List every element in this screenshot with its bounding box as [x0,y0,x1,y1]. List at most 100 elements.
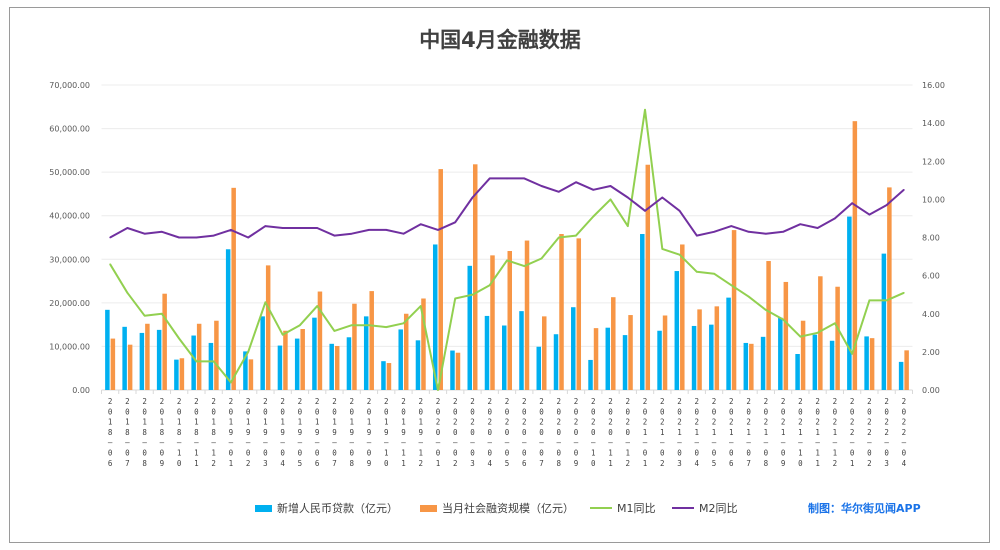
x-tick-label: 2 0 2 0–0 3 [470,397,475,468]
point-m2 [402,232,405,235]
bar-tsf [403,313,409,390]
bar-new-loans [398,329,403,390]
point-m1 [626,225,629,227]
y-left-tick-label: 20,000.00 [49,299,90,308]
x-tick-label: 2 0 2 0–0 2 [453,397,458,468]
point-m2 [471,196,474,199]
x-tick-label: 2 0 1 8–0 6 [108,397,113,468]
bar-new-loans [329,343,334,390]
bar-tsf [472,164,478,390]
bar-new-loans [812,334,818,390]
point-m2 [782,230,784,233]
legend-item-m1: M1同比 [590,500,656,516]
legend-label: M2同比 [699,502,738,515]
point-m2 [419,223,422,225]
bar-tsf [662,315,668,390]
x-tick-label: 2 0 1 9–1 0 [384,397,389,468]
point-m2 [316,227,318,229]
bar-tsf [645,164,651,390]
point-m2 [661,196,664,199]
x-tick-label: 2 0 1 8–0 7 [125,397,130,468]
point-m2 [385,229,388,231]
bar-new-loans [139,332,145,390]
point-m2 [713,230,715,233]
point-m1 [851,352,853,355]
y-right-tick-label: 8.00 [922,234,940,243]
bar-new-loans [381,361,386,390]
y-right-tick-label: 6.00 [922,272,940,281]
point-m2 [885,204,888,206]
bar-tsf [507,251,512,390]
point-m1 [299,324,301,326]
legend-label: 新增人民币贷款（亿元） [277,502,398,515]
bar-tsf [334,345,340,390]
point-m1 [523,265,526,267]
bar-new-loans [467,265,472,390]
legend-label: 当月社会融资规模（亿元） [442,502,574,515]
x-tick-label: 2 0 1 9–0 7 [332,397,337,468]
legend-label: M1同比 [617,502,656,515]
y-left-tick-label: 0.00 [72,386,90,395]
point-m1 [834,322,836,325]
point-m2 [765,232,767,235]
y-right-tick-label: 14.00 [922,119,945,128]
point-m1 [230,381,232,384]
y-right-tick-label: 0.00 [922,386,940,395]
legend-line [672,507,694,509]
y-right-tick-label: 4.00 [922,310,940,319]
point-m1 [506,259,508,262]
bar-tsf [697,309,702,390]
chart-frame [9,7,990,543]
bar-tsf [731,230,737,390]
point-m1 [903,291,905,294]
bar-new-loans [847,216,852,390]
bar-new-loans [243,351,248,390]
point-m2 [851,202,853,204]
bar-tsf [127,344,133,390]
bar-tsf [352,303,357,390]
y-right-tick-label: 16.00 [922,81,945,90]
bar-tsf [369,291,374,390]
bar-new-loans [898,361,904,390]
point-m1 [782,318,784,321]
bar-new-loans [450,350,455,390]
x-tick-label: 2 0 1 9–1 1 [401,397,406,468]
bar-tsf [300,329,305,390]
bar-new-loans [709,324,714,390]
bar-new-loans [415,340,421,390]
x-tick-label: 2 0 2 1–0 4 [695,397,700,468]
point-m1 [281,333,284,336]
point-m2 [454,221,457,224]
x-tick-label: 2 0 1 9–0 6 [315,397,320,468]
point-m1 [730,284,733,286]
x-tick-label: 2 0 2 0–1 2 [626,397,631,468]
point-m2 [696,234,698,237]
x-tick-label: 2 0 2 1–0 3 [677,397,682,468]
y-left-tick-label: 40,000.00 [49,212,90,221]
bar-tsf [628,315,633,390]
point-m2 [523,177,526,180]
legend-item-tsf: 当月社会融资规模（亿元） [420,500,574,516]
point-m1 [333,330,336,332]
point-m1 [765,309,767,311]
bar-new-loans [588,359,593,390]
point-m2 [488,177,491,180]
bar-new-loans [553,334,559,390]
point-m1 [195,360,198,363]
point-m1 [540,257,543,260]
point-m2 [834,217,836,220]
x-tick-label: 2 0 2 1–0 6 [729,397,734,468]
point-m1 [816,332,819,334]
bar-tsf [231,187,236,390]
bar-tsf [852,121,858,391]
bar-new-loans [622,335,628,390]
legend: 新增人民币贷款（亿元） 当月社会融资规模（亿元） M1同比 M2同比 [0,500,1000,518]
point-m1 [799,335,802,338]
bar-new-loans [760,336,766,390]
x-tick-label: 2 0 2 2–0 3 [884,397,889,468]
point-m2 [575,181,577,184]
x-tick-label: 2 0 2 0–0 8 [557,397,562,468]
bar-tsf [887,187,892,390]
point-m1 [696,271,698,273]
bar-tsf [576,238,582,390]
